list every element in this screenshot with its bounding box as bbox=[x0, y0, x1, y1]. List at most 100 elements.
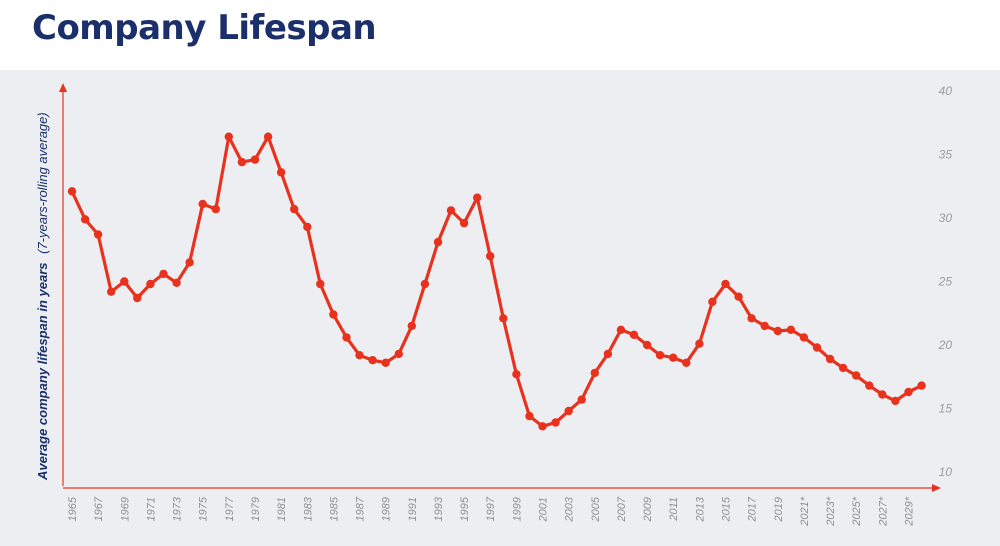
data-point bbox=[93, 230, 103, 239]
x-tick-label: 1973 bbox=[172, 496, 184, 521]
x-tick-label: 2007 bbox=[616, 496, 628, 522]
x-tick-label: 2019 bbox=[773, 497, 785, 522]
data-point bbox=[773, 326, 782, 336]
x-tick-label: 1977 bbox=[224, 496, 236, 521]
data-point bbox=[499, 314, 508, 323]
data-point bbox=[551, 418, 560, 427]
y-axis-arrow bbox=[59, 83, 67, 92]
x-tick-label: 2025* bbox=[851, 496, 863, 526]
x-tick-label: 1993 bbox=[433, 496, 445, 521]
x-tick-label: 2023* bbox=[825, 496, 837, 526]
data-point bbox=[459, 218, 469, 228]
x-tick-label: 1989 bbox=[381, 497, 393, 521]
data-point bbox=[198, 199, 207, 209]
y-tick-label: 40 bbox=[939, 84, 953, 98]
data-point bbox=[290, 204, 299, 214]
x-tick-label: 1999 bbox=[511, 497, 523, 521]
data-point bbox=[642, 340, 652, 350]
data-point bbox=[159, 269, 168, 279]
data-point bbox=[512, 370, 521, 379]
data-point bbox=[904, 387, 913, 397]
series bbox=[67, 132, 926, 431]
data-point bbox=[838, 363, 848, 373]
x-tick-label: 1997 bbox=[485, 496, 497, 521]
x-tick-label: 1983 bbox=[302, 496, 314, 521]
data-point bbox=[342, 333, 351, 342]
x-tick-label: 2005 bbox=[590, 496, 602, 522]
y-tick-label: 20 bbox=[938, 338, 953, 352]
data-point bbox=[603, 349, 613, 359]
data-point bbox=[263, 132, 273, 141]
x-tick-label: 2015 bbox=[721, 496, 733, 522]
data-point bbox=[329, 310, 338, 319]
data-point bbox=[538, 422, 547, 431]
data-point bbox=[760, 321, 769, 331]
data-point bbox=[590, 368, 599, 378]
y-axis-label: Average company lifespan in years (7-yea… bbox=[35, 112, 50, 481]
data-point bbox=[525, 411, 534, 421]
data-point bbox=[446, 206, 456, 215]
data-point bbox=[812, 343, 822, 352]
x-tick-label: 2001 bbox=[538, 497, 550, 522]
x-tick-label: 1965 bbox=[67, 496, 79, 521]
series-line bbox=[70, 135, 924, 428]
data-point bbox=[146, 279, 155, 289]
data-point bbox=[786, 325, 796, 334]
data-point bbox=[394, 349, 403, 359]
y-tick-label: 10 bbox=[939, 465, 953, 479]
data-point bbox=[211, 204, 220, 214]
x-tick-label: 2021* bbox=[799, 496, 811, 526]
y-axis-label-note: (7-years-rolling average) bbox=[35, 112, 50, 254]
y-axis-label-main: Average company lifespan in years bbox=[35, 263, 50, 481]
y-tick-label: 15 bbox=[939, 402, 953, 416]
data-point bbox=[407, 321, 416, 331]
axes bbox=[59, 83, 941, 492]
data-point bbox=[67, 187, 77, 196]
data-point bbox=[616, 325, 626, 334]
data-point bbox=[303, 222, 312, 232]
x-tick-label: 1969 bbox=[119, 497, 131, 521]
y-tick-label: 25 bbox=[938, 275, 953, 289]
data-point bbox=[420, 279, 430, 289]
x-tick-label: 2009 bbox=[642, 497, 654, 522]
data-point bbox=[564, 406, 573, 416]
data-point bbox=[486, 251, 495, 261]
data-point bbox=[799, 333, 809, 342]
data-point bbox=[891, 396, 900, 406]
x-tick-label: 1991 bbox=[407, 497, 419, 521]
x-tick-label: 1981 bbox=[276, 497, 288, 521]
y-tick-labels: 10 15 20 25 30 35 40 bbox=[938, 84, 953, 479]
data-point bbox=[682, 358, 691, 367]
y-tick-label: 30 bbox=[939, 211, 953, 225]
data-point bbox=[107, 287, 116, 296]
y-tick-label: 35 bbox=[939, 148, 953, 162]
data-point bbox=[917, 381, 926, 390]
data-point bbox=[172, 278, 181, 287]
data-point bbox=[655, 351, 665, 360]
data-point bbox=[133, 293, 142, 303]
x-tick-label: 2011 bbox=[668, 497, 680, 522]
x-tick-label: 1995 bbox=[459, 496, 471, 521]
x-axis-arrow bbox=[932, 484, 941, 492]
data-point bbox=[669, 353, 678, 362]
x-tick-label: 1987 bbox=[355, 496, 367, 521]
x-tick-label: 2017 bbox=[747, 496, 759, 522]
data-point bbox=[276, 168, 286, 177]
x-tick-label: 1985 bbox=[328, 496, 340, 521]
data-point bbox=[80, 215, 90, 224]
data-point bbox=[708, 297, 717, 306]
data-point bbox=[852, 371, 861, 380]
x-tick-label: 2013 bbox=[694, 496, 706, 522]
data-point bbox=[185, 258, 194, 267]
data-point bbox=[316, 279, 325, 289]
x-tick-labels: 1965 1967 1969 1971 1973 1975 1977 1979 1981 1983… bbox=[67, 496, 915, 527]
data-point bbox=[721, 279, 730, 289]
data-point bbox=[120, 277, 129, 286]
x-tick-label: 1979 bbox=[250, 497, 262, 521]
data-point bbox=[433, 237, 443, 247]
x-tick-label: 2029* bbox=[903, 496, 915, 526]
x-tick-label: 1971 bbox=[145, 497, 157, 521]
data-point bbox=[368, 356, 377, 365]
data-point bbox=[224, 132, 233, 141]
